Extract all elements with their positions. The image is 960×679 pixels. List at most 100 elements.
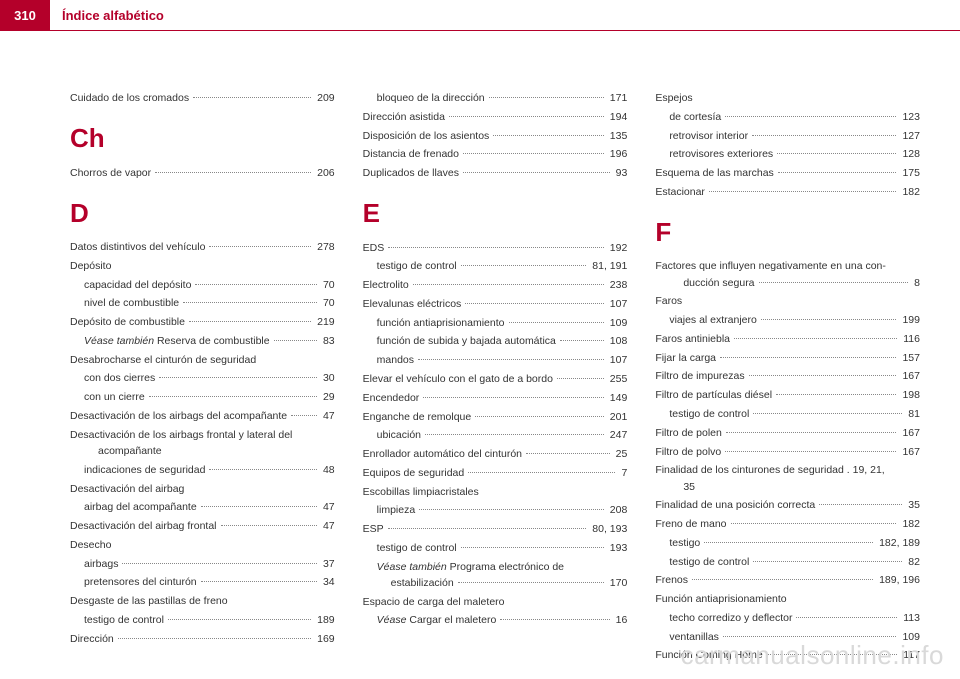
leader-dots bbox=[725, 116, 896, 117]
entry-label: limpieza bbox=[377, 502, 416, 518]
section-letter: F bbox=[655, 212, 920, 252]
entry-page: 35 bbox=[906, 497, 920, 513]
entry-page: 93 bbox=[614, 165, 628, 181]
index-entry: Disposición de los asientos135 bbox=[363, 128, 628, 144]
entry-label: con dos cierres bbox=[84, 370, 155, 386]
entry-page: 196 bbox=[608, 146, 628, 162]
index-subentry: bloqueo de la dirección171 bbox=[363, 90, 628, 106]
entry-page: 48 bbox=[321, 462, 335, 478]
index-entry: Elevar el vehículo con el gato de a bord… bbox=[363, 371, 628, 387]
index-title: Índice alfabético bbox=[62, 8, 164, 23]
index-subentry: Véase Cargar el maletero16 bbox=[363, 612, 628, 628]
index-group: Desgaste de las pastillas de freno bbox=[70, 593, 335, 609]
entry-label: bloqueo de la dirección bbox=[377, 90, 485, 106]
leader-dots bbox=[759, 282, 909, 283]
entry-page: 149 bbox=[608, 390, 628, 406]
index-subentry: retrovisores exteriores128 bbox=[655, 146, 920, 162]
index-entry: Datos distintivos del vehículo 278 bbox=[70, 239, 335, 255]
leader-dots bbox=[458, 582, 604, 583]
leader-dots bbox=[122, 563, 317, 564]
leader-dots bbox=[221, 525, 317, 526]
leader-dots bbox=[692, 579, 873, 580]
entry-page: 116 bbox=[901, 331, 920, 347]
entry-page: 182 bbox=[900, 184, 920, 200]
leader-dots bbox=[419, 509, 604, 510]
entry-page: 128 bbox=[900, 146, 920, 162]
entry-label: Faros antiniebla bbox=[655, 331, 730, 347]
index-subentry: testigo de control81, 191 bbox=[363, 258, 628, 274]
leader-dots bbox=[465, 303, 603, 304]
entry-line2: estabilización170 bbox=[377, 575, 628, 591]
index-entry-multiline: Finalidad de los cinturones de seguridad… bbox=[655, 462, 920, 495]
page-number: 310 bbox=[0, 0, 50, 30]
index-entry: Duplicados de llaves93 bbox=[363, 165, 628, 181]
index-entry: Elevalunas eléctricos107 bbox=[363, 296, 628, 312]
leader-dots bbox=[118, 638, 311, 639]
entry-page: 25 bbox=[614, 446, 628, 462]
entry-label: airbag del acompañante bbox=[84, 499, 197, 515]
entry-line1: Véase también Programa electrónico de bbox=[377, 559, 628, 575]
index-entry-multiline: Factores que influyen negativamente en u… bbox=[655, 258, 920, 291]
leader-dots bbox=[209, 469, 317, 470]
leader-dots bbox=[819, 504, 902, 505]
index-entry: Dirección asistida194 bbox=[363, 109, 628, 125]
leader-dots bbox=[704, 542, 873, 543]
entry-page: 123 bbox=[900, 109, 920, 125]
entry-line1: Factores que influyen negativamente en u… bbox=[655, 258, 920, 274]
entry-label: retrovisor interior bbox=[669, 128, 748, 144]
entry-label: Electrolito bbox=[363, 277, 409, 293]
entry-page: 192 bbox=[608, 240, 628, 256]
entry-label: Desactivación del airbag frontal bbox=[70, 518, 217, 534]
entry-page: 170 bbox=[608, 575, 628, 591]
leader-dots bbox=[461, 265, 587, 266]
leader-dots bbox=[560, 340, 604, 341]
entry-label: Disposición de los asientos bbox=[363, 128, 490, 144]
leader-dots bbox=[449, 116, 604, 117]
index-subentry: con dos cierres30 bbox=[70, 370, 335, 386]
index-entry: EDS192 bbox=[363, 240, 628, 256]
leader-dots bbox=[734, 338, 897, 339]
entry-page: 167 bbox=[900, 368, 920, 384]
leader-dots bbox=[720, 357, 896, 358]
entry-label: Véase también Reserva de combustible bbox=[84, 333, 270, 349]
entry-page: 255 bbox=[608, 371, 628, 387]
leader-dots bbox=[753, 561, 902, 562]
entry-page: 109 bbox=[608, 315, 628, 331]
leader-dots bbox=[489, 97, 604, 98]
leader-dots bbox=[423, 397, 603, 398]
entry-page: 113 bbox=[901, 610, 920, 626]
leader-dots bbox=[155, 172, 311, 173]
entry-page: 194 bbox=[608, 109, 628, 125]
index-subentry: airbag del acompañante47 bbox=[70, 499, 335, 515]
leader-dots bbox=[149, 396, 317, 397]
index-group: Faros bbox=[655, 293, 920, 309]
entry-label: Filtro de polvo bbox=[655, 444, 721, 460]
leader-dots bbox=[461, 547, 604, 548]
leader-dots bbox=[778, 172, 897, 173]
leader-dots bbox=[168, 619, 311, 620]
index-entry: Enganche de remolque201 bbox=[363, 409, 628, 425]
entry-label: nivel de combustible bbox=[84, 295, 179, 311]
leader-dots bbox=[463, 153, 604, 154]
leader-dots bbox=[509, 322, 604, 323]
entry-page: 83 bbox=[321, 333, 335, 349]
entry-label: testigo de control bbox=[669, 406, 749, 422]
section-letter: E bbox=[363, 193, 628, 233]
index-entry: Finalidad de una posición correcta 35 bbox=[655, 497, 920, 513]
leader-dots bbox=[193, 97, 311, 98]
index-subentry: pretensores del cinturón34 bbox=[70, 574, 335, 590]
index-subentry: con un cierre29 bbox=[70, 389, 335, 405]
index-entry: ESP80, 193 bbox=[363, 521, 628, 537]
entry-page: 208 bbox=[608, 502, 628, 518]
entry-label: función de subida y bajada automática bbox=[377, 333, 556, 349]
leader-dots bbox=[761, 319, 897, 320]
entry-label: Datos distintivos del vehículo bbox=[70, 239, 205, 255]
entry-line1: Finalidad de los cinturones de seguridad… bbox=[655, 462, 920, 478]
index-entry: Encendedor149 bbox=[363, 390, 628, 406]
entry-label: Finalidad de una posición correcta bbox=[655, 497, 815, 513]
entry-page: 278 bbox=[315, 239, 335, 255]
index-subentry: viajes al extranjero199 bbox=[655, 312, 920, 328]
leader-dots bbox=[526, 453, 610, 454]
leader-dots bbox=[731, 523, 897, 524]
leader-dots bbox=[463, 172, 610, 173]
